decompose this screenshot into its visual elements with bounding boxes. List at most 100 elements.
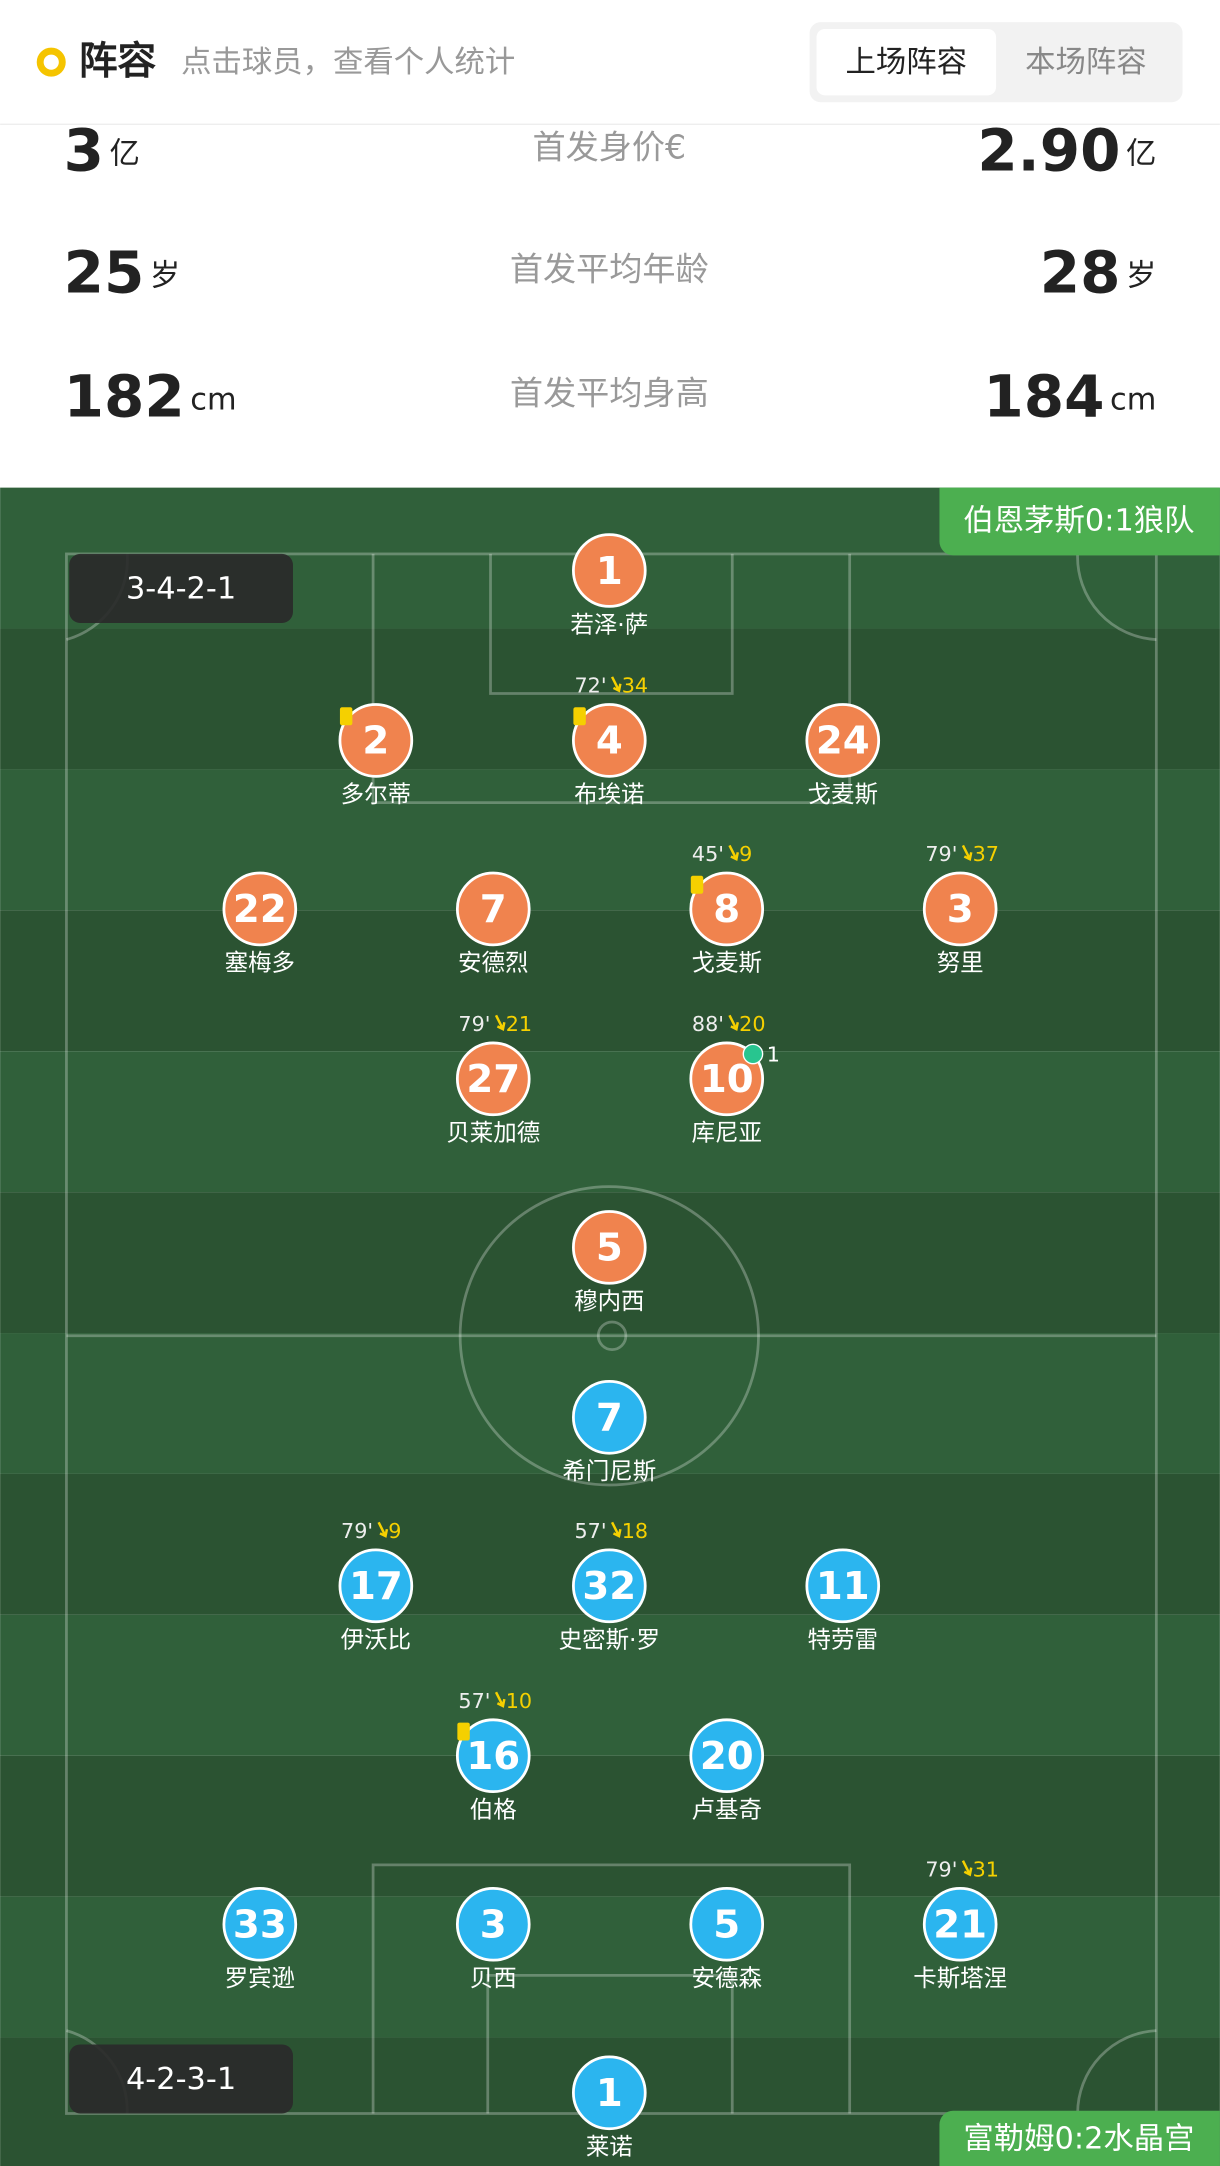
player[interactable]: 1 莱诺 [572,2055,647,2161]
goal-icon [742,1043,764,1065]
player[interactable]: 20 卢基奇 [689,1718,765,1824]
player-badge[interactable] [455,1718,531,1794]
player-badge[interactable] [572,1210,647,1285]
sub-arrow [377,1521,389,1538]
player-name: 史密斯·罗 [559,1626,660,1654]
tab[interactable]: 上场阵容 [846,45,968,80]
player-number: 32 [582,1564,636,1609]
player-number: 20 [700,1734,754,1779]
pitch [0,487,1220,2166]
player[interactable]: 7 希门尼斯 [562,1379,656,1485]
player-badge[interactable] [455,871,531,947]
player-badge[interactable] [572,1379,647,1455]
tab[interactable]: 本场阵容 [1025,45,1147,80]
player-badge[interactable] [689,1718,765,1794]
section-title: 阵容 [79,39,157,84]
stat-value: 182 [64,363,185,431]
player[interactable]: 3 努里 79' 37 [922,842,999,977]
player-name: 若泽·萨 [570,610,648,638]
player-badge[interactable] [572,2055,647,2131]
player[interactable]: 33 罗宾逊 [222,1886,298,1992]
stripe [0,1614,1220,1756]
player-number: 3 [480,1903,507,1948]
player-number: 24 [816,719,870,764]
player[interactable]: 16 伯格 57' 10 [455,1689,532,1824]
player[interactable]: 32 史密斯·罗 57' 18 [559,1519,660,1654]
player-number: 1 [596,2071,623,2116]
player[interactable]: 22 塞梅多 [222,871,298,977]
sub-arrow [728,1014,739,1031]
match-badge [939,487,1220,556]
stat-value: 184 [983,363,1104,431]
player-badge[interactable] [572,703,647,778]
player-name: 穆内西 [574,1287,644,1315]
player[interactable]: 10 库尼亚 88' 201 [689,1012,780,1147]
sub-number: 31 [973,1857,999,1881]
player-badge[interactable] [572,533,647,608]
player-badge[interactable] [222,871,298,947]
stat-value: 28 [1040,238,1121,306]
stat-left: 25 岁 [64,238,181,306]
title-icon [36,47,66,77]
formation: 3-4-2-1 [126,571,236,606]
player-badge[interactable] [689,1041,765,1117]
player-badge[interactable] [922,1886,998,1962]
player-number: 27 [466,1057,520,1102]
player-name: 卡斯塔涅 [913,1964,1007,1992]
player-name: 伯格 [470,1795,517,1823]
player-number: 11 [816,1564,870,1609]
player-name: 戈麦斯 [808,780,878,808]
player-badge[interactable] [689,871,765,947]
player-badge[interactable] [572,1548,647,1624]
player[interactable]: 1 若泽·萨 [570,533,648,639]
player-badge[interactable] [338,1548,414,1624]
player[interactable]: 2 多尔蒂 [338,703,414,809]
yellow-card [690,875,704,894]
player-number: 16 [466,1734,520,1779]
sub-number: 10 [506,1689,532,1713]
player[interactable]: 5 安德森 [689,1886,765,1992]
stat-label: 首发身价€ [532,128,686,167]
bottom-box [371,1863,852,2114]
tab-active-bg[interactable] [816,29,997,96]
player[interactable]: 4 布埃诺 72' 34 [572,674,648,809]
stat-right: 184 cm [983,363,1156,431]
player-number: 2 [362,719,389,764]
player[interactable]: 8 戈麦斯 45' 9 [689,842,765,977]
player-badge[interactable] [222,1886,298,1962]
sub-minute: 57' [458,1689,490,1713]
sub-minute: 79' [458,1012,490,1036]
player[interactable]: 3 贝西 [455,1886,531,1992]
player-name: 布埃诺 [574,780,644,808]
formation-badge [69,2044,293,2114]
player-badge[interactable] [805,703,881,778]
sub-arrow [610,676,622,693]
player-name: 罗宾逊 [225,1964,295,1992]
sub-number: 20 [739,1012,765,1036]
stat-unit: cm [1110,382,1156,417]
header: 阵容 点击球员，查看个人统计 上场阵容 本场阵容 [0,22,1220,126]
sub-minute: 79' [925,842,957,866]
player[interactable]: 27 贝莱加德 79' 21 [446,1012,540,1147]
sub-number: 18 [622,1519,648,1543]
player[interactable]: 21 卡斯塔涅 79' 31 [913,1857,1007,1992]
player-badge[interactable] [455,1041,531,1117]
player-badge[interactable] [689,1886,765,1962]
player-badge[interactable] [922,871,998,947]
player[interactable]: 5 穆内西 [572,1210,647,1315]
player-badge[interactable] [455,1886,531,1962]
player[interactable]: 11 特劳雷 [805,1548,881,1654]
player[interactable]: 7 安德烈 [455,871,531,977]
sub-number: 21 [506,1012,532,1036]
player-number: 4 [596,719,623,764]
player-number: 5 [596,1226,623,1271]
player-number: 21 [933,1903,987,1948]
center-circle [458,1185,760,1487]
stripe [0,769,1220,911]
player[interactable]: 24 戈麦斯 [805,703,881,809]
player-badge[interactable] [338,703,414,778]
stats: 3 亿首发身价€ 2.90 亿25 岁首发平均年龄 28 岁182 cm 首发平均身高 184 cm [64,117,1157,431]
player-badge[interactable] [805,1548,881,1624]
player[interactable]: 17 伊沃比 79' 9 [338,1519,414,1654]
